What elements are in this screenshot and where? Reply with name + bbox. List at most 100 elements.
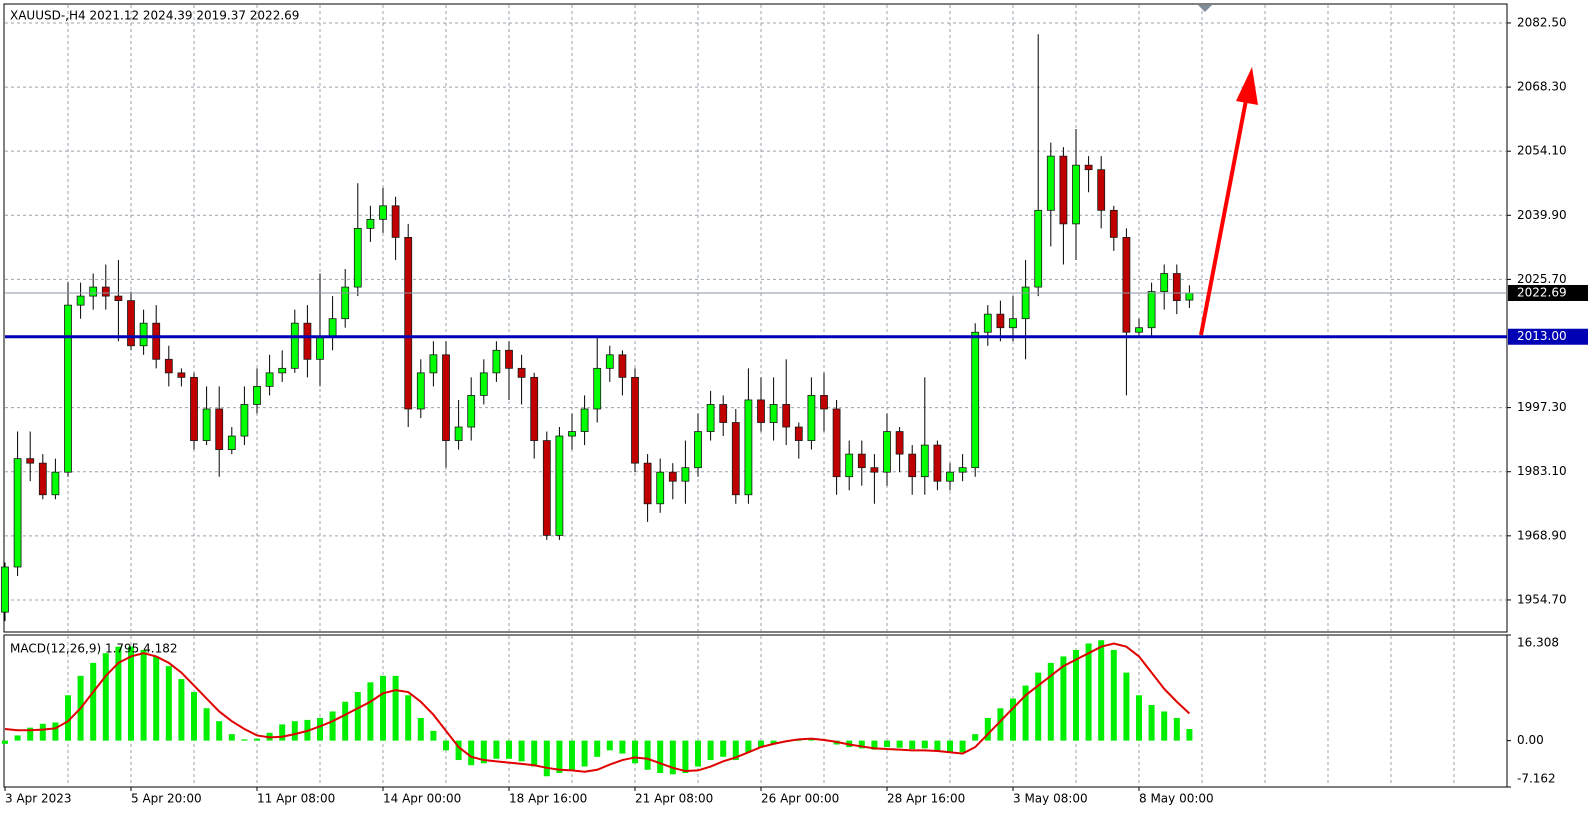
- macd-bar: [959, 740, 966, 753]
- macd-bar: [228, 734, 235, 741]
- candle-body: [807, 395, 816, 441]
- x-tick-label: 18 Apr 16:00: [509, 792, 587, 806]
- candle-body: [341, 286, 350, 320]
- candle-body: [492, 349, 501, 374]
- candle-body: [290, 322, 299, 369]
- candle-body: [782, 404, 791, 428]
- macd-bar: [1123, 672, 1130, 741]
- candle-body: [114, 295, 123, 302]
- macd-bar: [707, 740, 714, 761]
- macd-bar: [606, 740, 613, 751]
- candle-body: [744, 399, 753, 496]
- macd-bar: [745, 740, 752, 753]
- candle-body: [1109, 209, 1118, 238]
- candle-body: [958, 467, 967, 473]
- macd-title: MACD(12,26,9) 1.795 4.182: [10, 642, 177, 656]
- candle-body: [820, 395, 828, 410]
- y-tick-label: 2054.10: [1517, 144, 1567, 158]
- macd-bar: [1098, 640, 1105, 741]
- candle-body: [454, 426, 463, 441]
- candle-body: [568, 431, 576, 437]
- candle-body: [215, 408, 224, 451]
- macd-bar: [468, 740, 475, 766]
- candle-body: [832, 408, 841, 478]
- macd-bar: [1035, 672, 1042, 741]
- candle-body: [1084, 164, 1093, 171]
- macd-bar: [758, 740, 764, 748]
- candle-body: [89, 286, 98, 297]
- candle-body: [908, 453, 917, 478]
- y-tick-label: 0.00: [1517, 733, 1544, 747]
- candle-body: [542, 440, 551, 536]
- candle-body: [580, 408, 589, 432]
- macd-bar: [947, 740, 953, 753]
- macd-bar: [405, 695, 412, 741]
- macd-bar: [619, 740, 626, 754]
- candle-body: [1122, 237, 1131, 333]
- x-tick-label: 5 Apr 20:00: [131, 792, 202, 806]
- macd-bar: [682, 740, 689, 773]
- candle-body: [240, 404, 249, 437]
- macd-bar: [770, 740, 777, 744]
- macd-bar: [480, 740, 487, 764]
- y-tick-label: 2025.70: [1517, 272, 1567, 286]
- x-tick-label: 3 Apr 2023: [5, 792, 72, 806]
- candle-body: [706, 404, 715, 432]
- candle-body: [505, 349, 513, 369]
- macd-bar: [354, 692, 361, 741]
- candle-body: [328, 318, 337, 338]
- candle-body: [379, 205, 387, 220]
- macd-bar: [669, 740, 676, 775]
- macd-bar: [1010, 698, 1016, 741]
- macd-bar: [279, 724, 286, 741]
- macd-bar: [921, 740, 928, 749]
- candle-body: [1034, 209, 1043, 288]
- candle-body: [101, 286, 110, 297]
- macd-bar: [795, 740, 802, 742]
- candle-body: [605, 354, 614, 369]
- candle-body: [64, 304, 72, 473]
- candle-body: [933, 444, 942, 482]
- macd-bar: [581, 740, 588, 767]
- macd-bar: [858, 740, 865, 749]
- macd-bar: [594, 740, 601, 757]
- macd-bar: [632, 740, 638, 764]
- candle-body: [202, 408, 211, 441]
- candle-body: [996, 313, 1005, 329]
- macd-bar: [1186, 728, 1193, 741]
- macd-bar: [90, 662, 97, 741]
- candle-body: [517, 367, 526, 378]
- candle-body: [13, 458, 22, 568]
- y-tick-label: 2068.30: [1517, 80, 1567, 94]
- candle-body: [681, 467, 690, 482]
- candle-body: [429, 354, 438, 374]
- macd-panel: [3, 634, 1508, 788]
- candle-body: [1046, 155, 1055, 211]
- price-panel: [3, 3, 1508, 633]
- macd-bar: [1085, 643, 1092, 741]
- candle-body: [1135, 327, 1143, 333]
- candle-body: [1021, 286, 1030, 320]
- candle-body: [253, 385, 261, 405]
- candle-body: [391, 205, 400, 238]
- x-tick-label: 11 Apr 08:00: [257, 792, 335, 806]
- macd-bar: [657, 740, 664, 773]
- macd-bar: [430, 730, 437, 741]
- candle-body: [1, 566, 9, 613]
- macd-bar: [455, 740, 462, 761]
- candle-body: [555, 435, 564, 536]
- x-tick-label: 26 Apr 00:00: [761, 792, 839, 806]
- macd-bar: [493, 740, 500, 759]
- macd-bar: [543, 740, 550, 777]
- macd-bar: [1161, 711, 1168, 741]
- candle-body: [353, 227, 362, 288]
- macd-bar: [329, 711, 336, 741]
- candle-body: [1147, 291, 1156, 329]
- y-tick-label: 1983.10: [1517, 464, 1567, 478]
- macd-bar: [569, 740, 575, 770]
- macd-bar: [972, 734, 979, 741]
- price-level-tag: [1508, 328, 1588, 345]
- macd-bar: [531, 740, 538, 767]
- candle-body: [51, 471, 60, 496]
- y-tick-label: 2082.50: [1517, 15, 1567, 29]
